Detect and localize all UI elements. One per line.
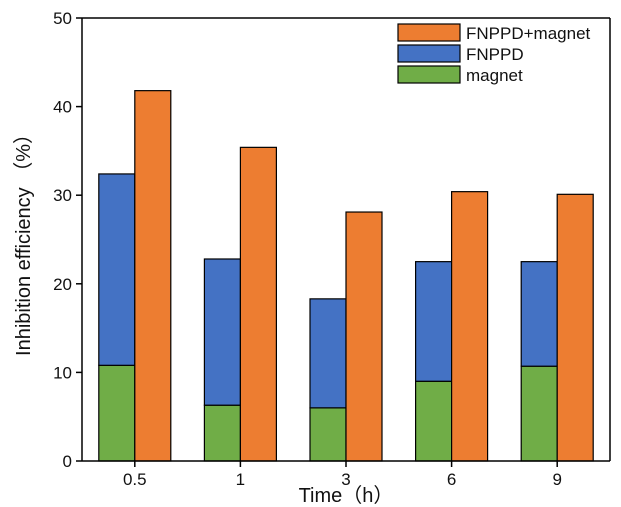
bar-magnet-2	[310, 408, 346, 461]
legend: FNPPD+magnet FNPPD magnet	[398, 24, 591, 85]
y-tick-label: 30	[53, 186, 72, 205]
y-tick-label: 0	[63, 452, 72, 471]
legend-label: FNPPD	[466, 45, 524, 64]
bar-magnet-0	[99, 365, 135, 461]
legend-label: FNPPD+magnet	[466, 24, 591, 43]
legend-swatch	[398, 24, 460, 41]
x-tick-label: 6	[447, 470, 456, 489]
y-tick-label: 10	[53, 363, 72, 382]
bar-fnppd-0	[99, 174, 135, 365]
y-axis-title: Inhibition efficiency （%）	[12, 124, 35, 356]
bar-magnet-1	[204, 405, 240, 461]
legend-swatch	[398, 45, 460, 62]
bar-fnppd-magnet-2	[346, 212, 382, 461]
y-tick-label: 20	[53, 275, 72, 294]
bar-fnppd-magnet-4	[557, 194, 593, 461]
bars-layer	[99, 91, 593, 461]
bar-fnppd-magnet-0	[135, 91, 171, 461]
bar-magnet-4	[521, 366, 557, 461]
y-tick-label: 40	[53, 98, 72, 117]
legend-label: magnet	[466, 66, 523, 85]
y-tick-label: 50	[53, 9, 72, 28]
bar-fnppd-4	[521, 262, 557, 367]
bar-fnppd-3	[416, 262, 452, 382]
x-axis-title: Time（h）	[299, 484, 394, 507]
legend-swatch	[398, 66, 460, 83]
bar-fnppd-magnet-1	[240, 147, 276, 461]
x-tick-label: 1	[236, 470, 245, 489]
bar-magnet-3	[416, 381, 452, 461]
x-tick-label: 9	[552, 470, 561, 489]
bar-fnppd-magnet-3	[452, 192, 488, 461]
x-tick-label: 0.5	[123, 470, 147, 489]
bar-fnppd-2	[310, 299, 346, 408]
bar-fnppd-1	[204, 259, 240, 405]
y-ticks: 0 10 20 30 40 50	[53, 9, 82, 471]
